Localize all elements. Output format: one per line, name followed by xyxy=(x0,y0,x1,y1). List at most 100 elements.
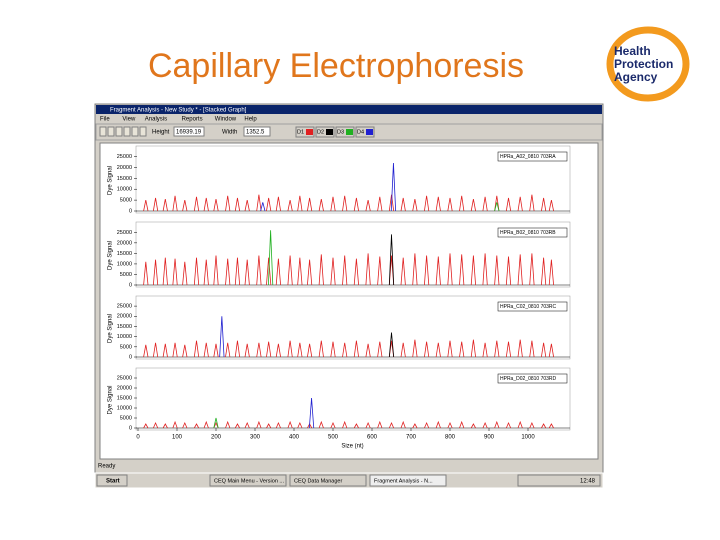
peak xyxy=(172,195,178,212)
peak xyxy=(162,198,168,212)
y-tick-label: 20000 xyxy=(117,165,132,171)
peak xyxy=(143,344,149,358)
dye-swatch xyxy=(346,129,353,135)
peak xyxy=(470,255,476,286)
peak xyxy=(152,422,159,429)
dye-button[interactable] xyxy=(355,126,375,138)
sample-label-box xyxy=(497,301,568,312)
peak xyxy=(447,197,453,212)
peak xyxy=(412,423,418,429)
toolbar-icon[interactable] xyxy=(115,126,123,137)
width-label: Width xyxy=(222,130,237,136)
peak xyxy=(234,340,241,358)
x-tick-label: 800 xyxy=(445,435,456,441)
sample-label: HPRa_C02_0810 703RC xyxy=(500,304,557,310)
peak xyxy=(342,420,348,429)
peak xyxy=(505,256,512,286)
width-value: 1352.5 xyxy=(246,130,265,136)
peak xyxy=(213,198,219,212)
dye-label: D4 xyxy=(357,129,364,135)
peak xyxy=(482,253,488,286)
dye-label: D2 xyxy=(317,129,324,135)
taskbar-button[interactable] xyxy=(369,474,447,487)
sample-label: HPRa_A02_0810 703RA xyxy=(500,154,556,160)
peak xyxy=(203,420,209,429)
y-tick-label: 0 xyxy=(129,425,132,431)
peak xyxy=(365,422,371,429)
peak xyxy=(459,195,465,212)
y-axis-label: Dye Signal xyxy=(108,166,114,195)
menu-item[interactable]: View xyxy=(122,117,136,123)
peak xyxy=(308,397,315,429)
peak xyxy=(482,342,488,358)
y-tick-label: 0 xyxy=(129,282,132,288)
x-tick-label: 100 xyxy=(172,435,183,441)
clock: 12:48 xyxy=(580,479,596,485)
taskbar-button[interactable] xyxy=(289,474,367,487)
sample-label-box xyxy=(497,151,568,162)
peak xyxy=(266,257,272,286)
peak xyxy=(541,197,547,212)
menu-item[interactable]: Window xyxy=(215,117,237,123)
peak xyxy=(256,342,262,358)
peak xyxy=(435,196,441,212)
peak xyxy=(275,343,281,358)
peak xyxy=(244,259,250,286)
peak xyxy=(548,343,554,358)
width-field[interactable] xyxy=(243,126,271,137)
peak xyxy=(297,422,303,429)
x-tick-label: 300 xyxy=(250,435,261,441)
peak xyxy=(287,200,293,212)
peak xyxy=(203,259,209,286)
dye-button[interactable] xyxy=(335,126,355,138)
peak xyxy=(287,420,293,429)
menu-item[interactable]: Reports xyxy=(182,117,203,123)
y-tick-label: 25000 xyxy=(117,375,132,381)
peak xyxy=(266,197,272,212)
sample-label-box xyxy=(497,373,568,384)
peak xyxy=(318,198,324,212)
peak xyxy=(548,423,554,429)
peak xyxy=(193,196,200,212)
peak xyxy=(517,254,523,286)
peak xyxy=(377,196,383,212)
toolbar-icon[interactable] xyxy=(123,126,131,137)
peak xyxy=(182,344,188,358)
peak xyxy=(307,197,313,212)
peak xyxy=(447,422,453,429)
peak xyxy=(400,197,406,212)
peak xyxy=(470,339,476,358)
x-tick-label: 500 xyxy=(328,435,339,441)
peak xyxy=(353,197,359,212)
peak xyxy=(365,343,371,358)
y-axis-label: Dye Signal xyxy=(108,385,114,414)
peak xyxy=(412,339,418,358)
menu-item[interactable]: File xyxy=(100,117,110,123)
peak xyxy=(459,420,465,429)
status-bar xyxy=(96,460,602,472)
toolbar-icon[interactable] xyxy=(139,126,147,137)
taskbar-button[interactable] xyxy=(209,474,287,487)
y-tick-label: 25000 xyxy=(117,304,132,310)
peak xyxy=(162,257,168,286)
y-tick-label: 10000 xyxy=(117,261,132,267)
peak xyxy=(162,343,168,358)
peak xyxy=(388,422,395,429)
toolbar-icon[interactable] xyxy=(107,126,115,137)
dye-button[interactable] xyxy=(295,126,315,138)
logo-swirl xyxy=(606,26,690,102)
peak xyxy=(400,342,406,358)
peak xyxy=(256,255,262,286)
y-tick-label: 25000 xyxy=(117,230,132,236)
start-button[interactable] xyxy=(96,474,128,487)
height-field[interactable] xyxy=(173,126,205,137)
peak xyxy=(152,197,159,212)
peak xyxy=(225,195,231,212)
dye-swatch xyxy=(326,129,333,135)
menu-item[interactable]: Analysis xyxy=(145,117,167,123)
dye-button[interactable] xyxy=(315,126,335,138)
peak xyxy=(517,196,523,212)
toolbar-icon[interactable] xyxy=(131,126,139,137)
menu-item[interactable]: Help xyxy=(244,117,257,123)
toolbar-icon[interactable] xyxy=(99,126,107,137)
